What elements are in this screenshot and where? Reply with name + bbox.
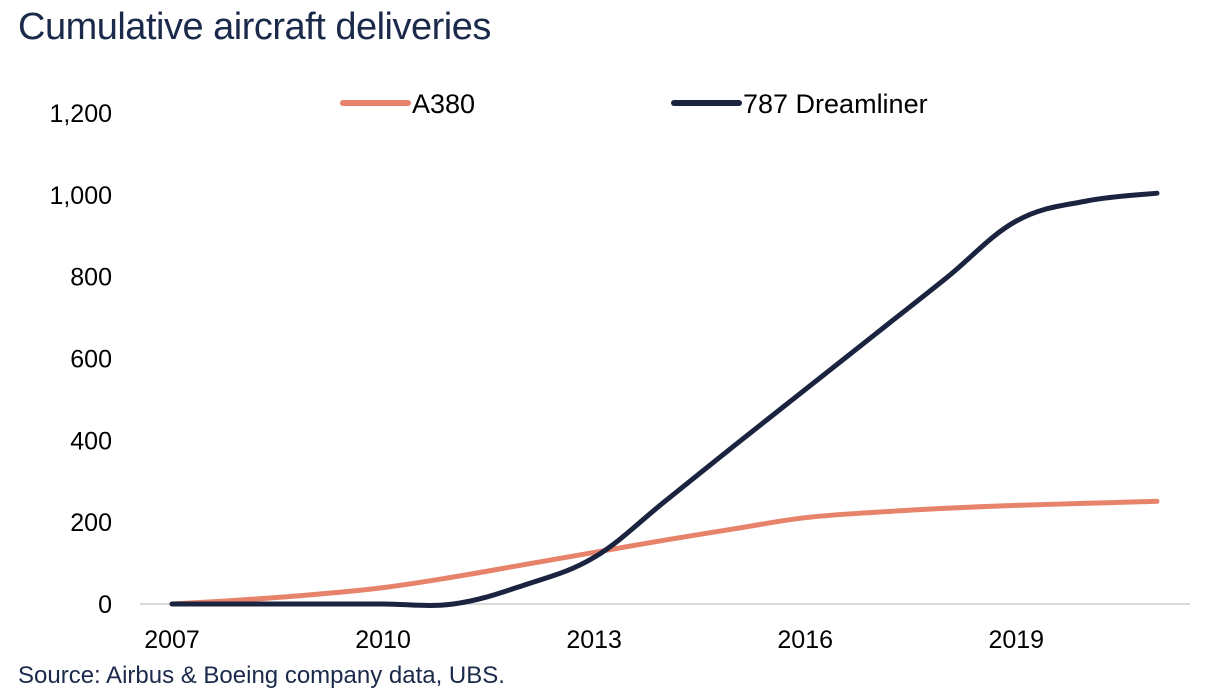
x-tick-label: 2010 <box>355 626 411 654</box>
y-tick-label: 200 <box>70 509 112 537</box>
legend-label: A380 <box>412 89 475 119</box>
legend: A380 787 Dreamliner <box>340 89 928 119</box>
y-tick-label: 800 <box>70 264 112 292</box>
source-note: Source: Airbus & Boeing company data, UB… <box>18 662 505 689</box>
y-tick-label: 1,000 <box>49 182 112 210</box>
x-tick-label: 2007 <box>144 626 200 654</box>
y-tick-label: 400 <box>70 427 112 455</box>
x-tick-label: 2013 <box>566 626 622 654</box>
y-tick-label: 600 <box>70 346 112 374</box>
x-tick-label: 2019 <box>988 626 1044 654</box>
x-axis-ticks: 2007 2010 2013 2016 2019 <box>144 626 1044 654</box>
legend-label: 787 Dreamliner <box>743 89 928 119</box>
series-lines <box>169 190 1160 609</box>
series-line-a380 <box>169 498 1160 607</box>
series-line-787-dreamliner <box>169 190 1160 609</box>
y-axis-ticks: 0 200 400 600 800 1,000 1,200 <box>49 100 112 619</box>
y-tick-label: 1,200 <box>49 100 112 128</box>
y-tick-label: 0 <box>98 591 112 619</box>
chart-title: Cumulative aircraft deliveries <box>18 6 491 48</box>
x-tick-label: 2016 <box>777 626 833 654</box>
